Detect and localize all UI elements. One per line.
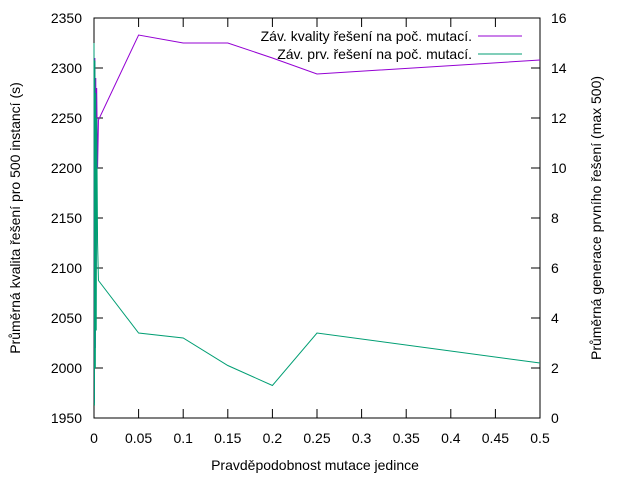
y2-axis: 0 2 4 6 8 10 12 14 16	[531, 10, 567, 426]
y-tick-label: 2050	[51, 310, 82, 326]
y2-tick-label: 14	[551, 60, 567, 76]
y-tick-label: 1950	[51, 410, 82, 426]
legend-label-2: Záv. prv. řešení na poč. mutací.	[277, 46, 472, 62]
series-line-2	[93, 42, 541, 406]
plot-frame	[93, 17, 541, 419]
y2-tick-label: 10	[551, 160, 567, 176]
x-axis: 0 0.05 0.1 0.15 0.2 0.25 0.3 0.35 0.4 0.45 0.5	[90, 18, 550, 446]
y-tick-label: 2150	[51, 210, 82, 226]
y2-tick-label: 16	[551, 10, 567, 26]
y-tick-label: 2250	[51, 110, 82, 126]
y-axis: 1950 2000 2050 2100 2150 2200 2250 2300 2350	[51, 10, 103, 426]
y2-tick-label: 6	[551, 260, 559, 276]
series-line-1	[93, 34, 541, 404]
x-tick-label: 0.15	[214, 430, 241, 446]
x-tick-label: 0.4	[441, 430, 461, 446]
y2-tick-label: 12	[551, 110, 567, 126]
y2-tick-label: 0	[551, 410, 559, 426]
y-axis-label: Průměrná kvalita řešení pro 500 instancí…	[7, 82, 23, 354]
x-tick-label: 0.5	[530, 430, 550, 446]
x-tick-label: 0.05	[125, 430, 152, 446]
x-tick-label: 0	[90, 430, 98, 446]
legend: Záv. kvality řešení na poč. mutací. Záv. …	[261, 28, 522, 62]
x-tick-label: 0.35	[393, 430, 420, 446]
y2-tick-label: 2	[551, 360, 559, 376]
y2-axis-label: Průměrná generace prvního řešení (max 50…	[588, 76, 604, 360]
x-tick-label: 0.1	[173, 430, 193, 446]
x-axis-label: Pravděpodobnost mutace jedince	[211, 457, 419, 473]
series-layer	[93, 34, 541, 406]
y-tick-label: 2200	[51, 160, 82, 176]
x-tick-label: 0.2	[263, 430, 283, 446]
y2-tick-label: 8	[551, 210, 559, 226]
x-tick-label: 0.3	[352, 430, 372, 446]
y-tick-label: 2000	[51, 360, 82, 376]
y2-tick-label: 4	[551, 310, 559, 326]
y-tick-label: 2300	[51, 60, 82, 76]
x-tick-label: 0.25	[303, 430, 330, 446]
x-tick-label: 0.45	[482, 430, 509, 446]
legend-label-1: Záv. kvality řešení na poč. mutací.	[261, 28, 472, 44]
y-tick-label: 2100	[51, 260, 82, 276]
y-tick-label: 2350	[51, 10, 82, 26]
